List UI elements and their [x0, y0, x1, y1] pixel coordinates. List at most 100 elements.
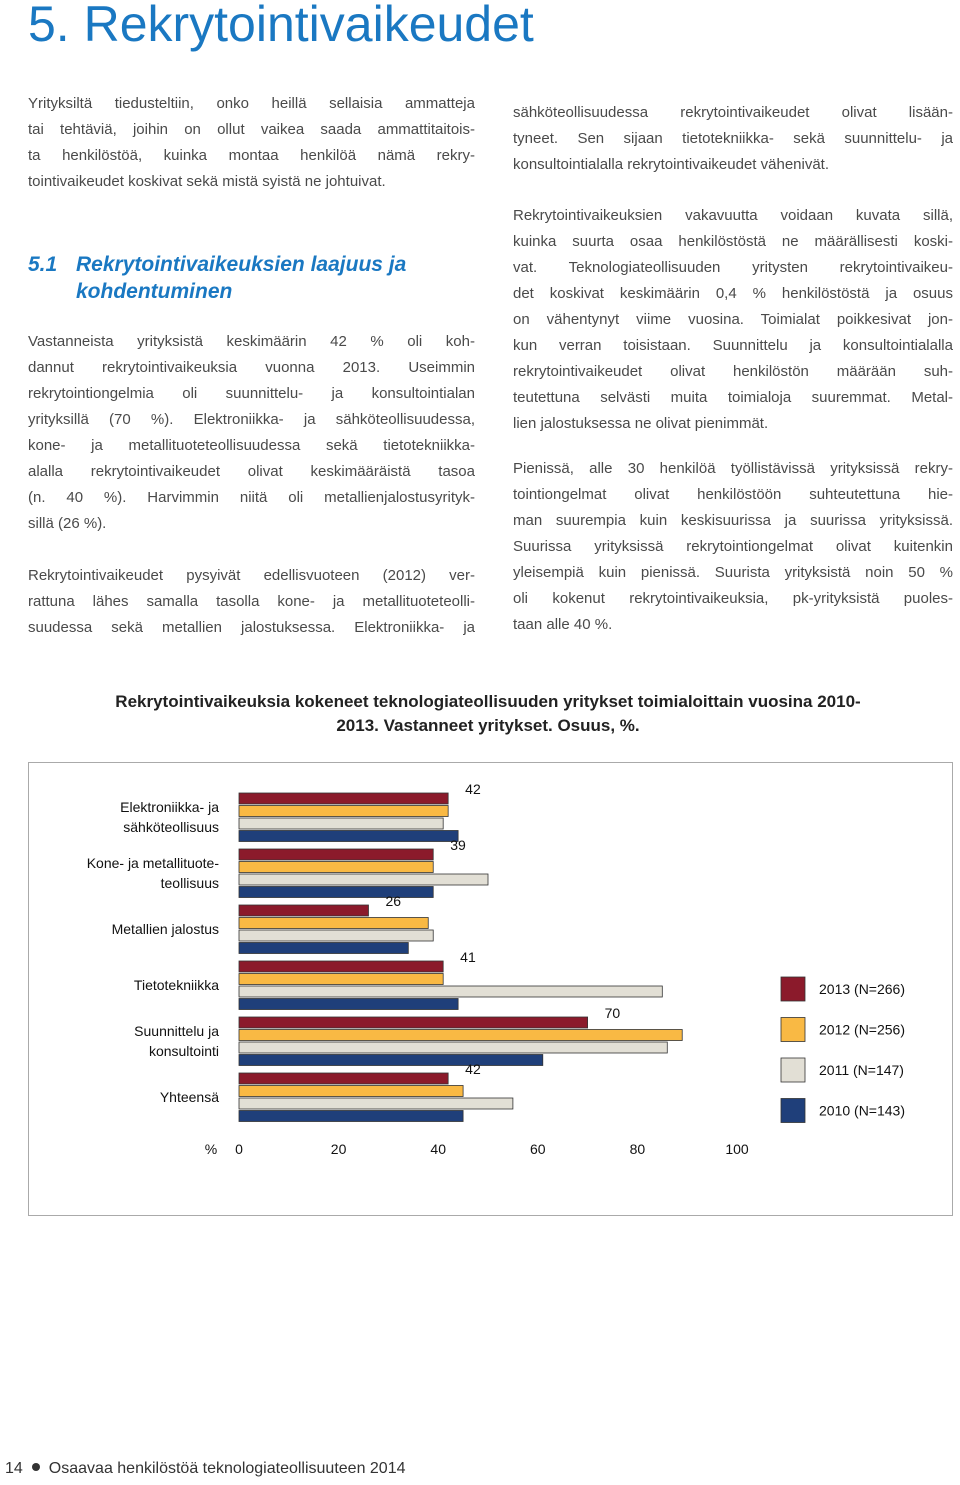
- legend-swatch: [780, 1098, 806, 1123]
- section-title: Rekrytointivaikeuksien laajuus ja kohdent…: [76, 251, 406, 305]
- value-label: 70: [604, 1005, 621, 1021]
- text-line: Suurissa yrityksissä rekrytointiongelmat…: [513, 538, 953, 555]
- text-line: alalla rekrytointivaikeudet olivat keski…: [28, 463, 475, 480]
- text-line: Yrityksiltä tiedusteltiin, onko heillä s…: [28, 95, 475, 112]
- chart-title: Rekrytointivaikeuksia kokeneet teknologi…: [115, 692, 861, 735]
- paragraph: Yrityksiltä tiedusteltiin, onko heillä s…: [28, 91, 475, 195]
- legend-swatch: [780, 1017, 806, 1042]
- legend-label: 2012 (N=256): [819, 1022, 905, 1038]
- bar: [238, 1054, 544, 1066]
- text-line: on vähentynyt viime vuosina. Toimialat p…: [513, 311, 953, 328]
- legend-label: 2011 (N=147): [819, 1062, 904, 1078]
- text-line: dannut rekrytointivaikeuksia vuonna 2013…: [28, 359, 475, 376]
- bullet: [31, 1463, 40, 1471]
- category-label: Suunnittelu ja konsultointi: [134, 1023, 219, 1059]
- text-line: yleisempiä kuin pienissä. Suurista yrity…: [513, 564, 953, 581]
- text-line: tyneet. Sen sijaan tietotekniikka- sekä …: [513, 130, 953, 147]
- text-line: det koskivat keskimäärin 0,4 % henkilöst…: [513, 285, 953, 302]
- section-title-line: Rekrytointivaikeuksien laajuus ja: [76, 253, 407, 276]
- bar: [238, 1072, 449, 1085]
- text-line: suudessa sekä metallien jalostuksessa. E…: [28, 619, 475, 636]
- text-line: yrityksillä (70 %). Elektroniikka- ja sä…: [28, 411, 475, 428]
- bar: [238, 792, 449, 805]
- category-label: Kone- ja metallituote- teollisuus: [86, 855, 219, 891]
- text-line: kun verran toisistaan. Suunnittelu ja ko…: [513, 337, 953, 354]
- paragraph: sähköteollisuudessa rekrytointivaikeudet…: [513, 100, 953, 178]
- category-label: Yhteensä: [159, 1089, 219, 1105]
- bar: [238, 805, 449, 817]
- text-line: konsultointialalla rekrytointivaikeudet …: [513, 156, 830, 173]
- chart: 0 20 40 60 80 100% 2013 (N=266) 2012 (N=256) 201…: [28, 762, 953, 1216]
- text-line: ta henkilöstöä, kuinka montaa henkilöä n…: [28, 147, 475, 164]
- text-line: taan alle 40 %.: [513, 616, 613, 633]
- publication: Osaavaa henkilöstöä teknologiateollisuut…: [48, 1460, 406, 1477]
- bar: [238, 960, 444, 973]
- category-label: Metallien jalostus: [111, 921, 219, 937]
- text-line: lien jalostuksessa ne olivat pienimmät.: [513, 415, 769, 432]
- text-line: rekrytointiongelmia oli suunnittelu- ja …: [28, 385, 475, 402]
- bar: [238, 1016, 589, 1029]
- paragraph: Vastanneista yrityksistä keskimäärin 42 …: [28, 329, 475, 537]
- chart-canvas: 0 20 40 60 80 100% 2013 (N=266) 2012 (N=256) 201…: [205, 792, 905, 1157]
- bar: [238, 942, 409, 954]
- text-line: teutettuna selvästi muita toimialoja suu…: [513, 389, 953, 406]
- paragraph: Rekrytointivaikeudet pysyivät edellisvuo…: [28, 563, 475, 641]
- legend-swatch: [780, 1057, 806, 1083]
- bar: [238, 904, 369, 917]
- bar: [238, 817, 444, 830]
- section-heading: 5.1 Rekrytointivaikeuksien laajuus ja koh…: [28, 251, 406, 305]
- bar: [238, 1041, 668, 1054]
- text-line: sillä (26 %).: [28, 515, 107, 532]
- bar: [238, 873, 489, 886]
- legend-label: 2010 (N=143): [819, 1103, 905, 1119]
- page-title: 5. Rekrytointivaikeudet: [28, 0, 534, 52]
- category-label: Tietotekniikka: [133, 977, 219, 993]
- text-line: tointiongelmat olivat henkilöstöön suhte…: [513, 486, 953, 503]
- footer: 14 Osaavaa henkilöstöä teknologiateollisu…: [5, 1460, 406, 1478]
- value-label: 41: [460, 949, 476, 965]
- text-line: tai tehtäviä, joihin on ollut vaikea saa…: [28, 121, 475, 138]
- text-line: Pienissä, alle 30 henkilöä työllistäviss…: [513, 460, 953, 477]
- text-line: oli kokenut rekrytointivaikeuksia, pk-yr…: [513, 590, 953, 607]
- value-label: 42: [465, 1061, 481, 1077]
- text-line: tointivaikeudet koskivat sekä mistä syis…: [28, 173, 386, 190]
- value-label: 39: [450, 837, 466, 853]
- legend-swatch: [780, 976, 806, 1002]
- section-title-line: kohdentuminen: [76, 280, 233, 303]
- x-tick-label: 0: [235, 1141, 243, 1157]
- text-line: Rekrytointivaikeuksien vakavuutta voidaa…: [513, 207, 953, 224]
- bar: [238, 830, 459, 842]
- value-label: 26: [385, 893, 402, 909]
- section-number: 5.1: [28, 253, 58, 276]
- value-label: 42: [465, 781, 481, 797]
- x-axis-label: %: [205, 1141, 217, 1157]
- x-tick-label: 100: [725, 1141, 749, 1157]
- bar: [238, 861, 434, 873]
- text-line: Vastanneista yrityksistä keskimäärin 42 …: [28, 333, 475, 350]
- bar: [238, 985, 663, 998]
- paragraph: Rekrytointivaikeuksien vakavuutta voidaa…: [513, 203, 953, 437]
- category-label: Elektroniikka- ja sähköteollisuus: [120, 799, 219, 835]
- text-line: rekrytointivaikeudet olivat henkilöstön …: [513, 363, 953, 380]
- text-line: rattuna lähes samalla tasolla kone- ja m…: [28, 593, 475, 610]
- x-tick-label: 20: [331, 1141, 347, 1157]
- text-line: man suurempia kuin keskisuurissa ja suur…: [513, 512, 953, 529]
- text-line: kuinka suurta osaa henkilöstöstä ne määr…: [513, 233, 953, 250]
- page-number: 14: [5, 1460, 23, 1477]
- legend-label: 2013 (N=266): [819, 981, 905, 997]
- text-line: sähköteollisuudessa rekrytointivaikeudet…: [513, 104, 953, 121]
- x-tick-label: 40: [430, 1141, 446, 1157]
- bar: [238, 973, 444, 985]
- bar: [238, 848, 434, 861]
- bar: [238, 1097, 514, 1110]
- text-line: kone- ja metallituoteteollisuudessa sekä…: [28, 437, 475, 454]
- text-line: vat. Teknologiateollisuuden yritysten re…: [513, 259, 953, 276]
- paragraph: Pienissä, alle 30 henkilöä työllistäviss…: [513, 456, 953, 638]
- bar: [238, 1085, 464, 1097]
- bar: [238, 1110, 464, 1122]
- bar: [238, 929, 434, 942]
- x-tick-label: 80: [630, 1141, 646, 1157]
- bar: [238, 886, 434, 898]
- bar: [238, 1029, 683, 1041]
